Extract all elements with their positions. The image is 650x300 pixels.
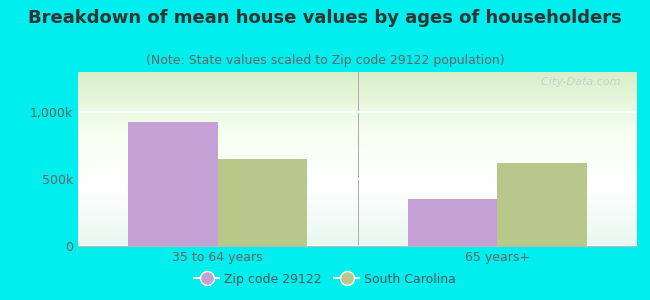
Text: (Note: State values scaled to Zip code 29122 population): (Note: State values scaled to Zip code 2… [146, 54, 504, 67]
Text: City-Data.com: City-Data.com [534, 77, 620, 87]
Legend: Zip code 29122, South Carolina: Zip code 29122, South Carolina [189, 268, 461, 291]
Text: Breakdown of mean house values by ages of householders: Breakdown of mean house values by ages o… [28, 9, 622, 27]
Bar [408, 199, 497, 246]
Bar [497, 163, 587, 246]
Bar [128, 122, 218, 246]
Bar [218, 159, 307, 246]
